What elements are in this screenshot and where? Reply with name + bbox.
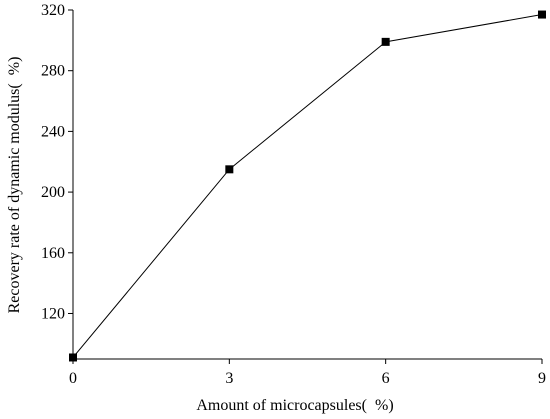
x-tick-label: 0 bbox=[69, 370, 77, 387]
y-tick-label: 120 bbox=[41, 305, 65, 322]
x-ticks: 0 3 6 9 bbox=[69, 359, 546, 387]
data-point-marker bbox=[69, 353, 77, 362]
y-axis-label: Recovery rate of dynamic modulus( %) bbox=[6, 57, 23, 314]
x-tick-label: 9 bbox=[538, 370, 546, 387]
plot-area: 120 160 200 240 280 320 0 3 6 9 bbox=[41, 2, 546, 387]
data-point-marker bbox=[381, 37, 390, 46]
data-point-marker bbox=[538, 10, 546, 19]
y-tick-label: 160 bbox=[41, 245, 65, 262]
x-tick-label: 3 bbox=[225, 370, 233, 387]
y-tick-label: 240 bbox=[41, 123, 65, 140]
y-ticks: 120 160 200 240 280 320 bbox=[41, 2, 73, 322]
x-tick-label: 6 bbox=[382, 370, 390, 387]
series-group bbox=[69, 10, 546, 362]
y-tick-label: 200 bbox=[41, 184, 65, 201]
y-tick-label: 280 bbox=[41, 63, 65, 80]
data-point-marker bbox=[225, 165, 234, 174]
x-axis-label: Amount of microcapsules( %) bbox=[196, 397, 393, 414]
series-line bbox=[72, 14, 543, 358]
y-tick-label: 320 bbox=[41, 2, 65, 19]
